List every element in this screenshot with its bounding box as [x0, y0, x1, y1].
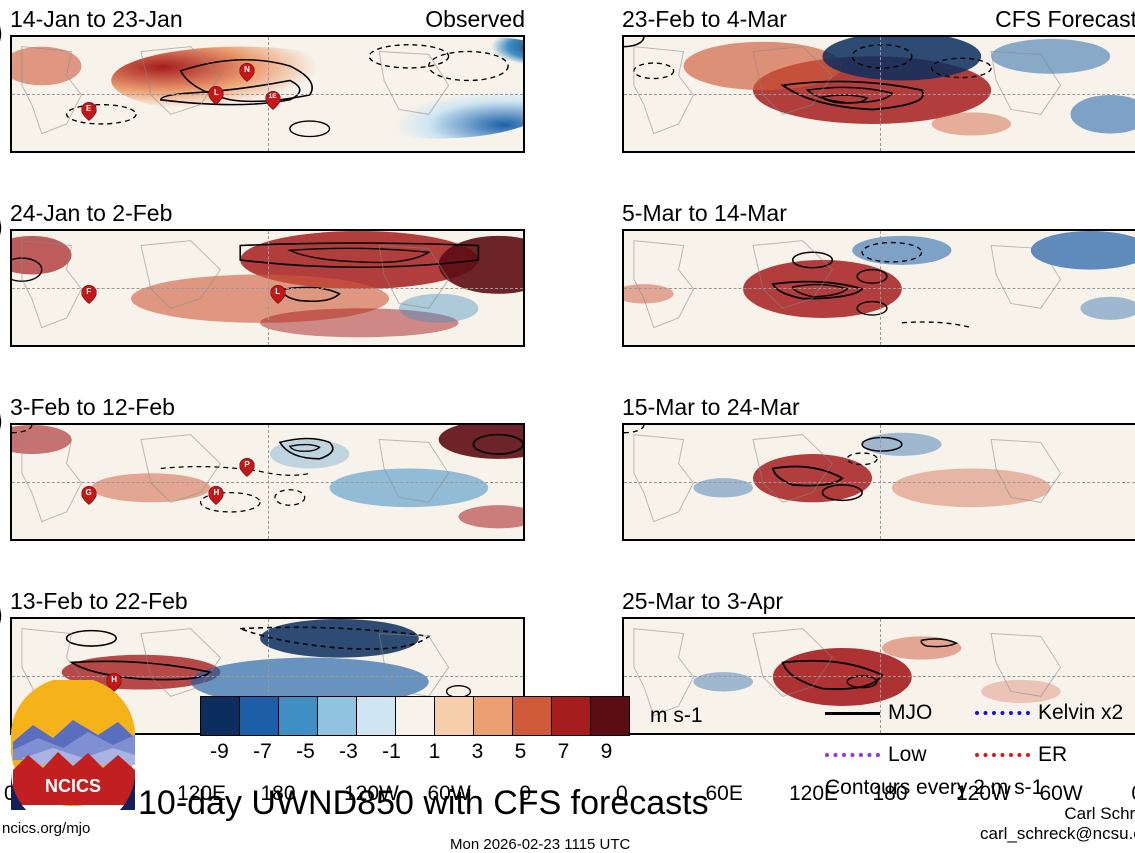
panel2-title: 24-Jan to 2-Feb: [10, 200, 172, 227]
panel-observed-2: 24-Jan to 2-Feb 30N 0 30S: [10, 200, 525, 347]
bottom-legend-area: NCICS ncics.org/mjo -9 -7 -5 -3 -1 1 3 5: [0, 686, 1135, 844]
map-panel-3feb-12feb[interactable]: P G H: [10, 423, 525, 541]
ncics-logo: NCICS: [8, 680, 138, 810]
storm-marker-P[interactable]: P: [240, 458, 255, 477]
panel-forecast-3: 15-Mar to 24-Mar: [622, 394, 1135, 541]
panel8-title: 25-Mar to 3-Apr: [622, 588, 783, 615]
colorbar-unit-label: m s-1: [650, 704, 703, 728]
panel4-title: 13-Feb to 22-Feb: [10, 588, 188, 615]
ncics-url-text[interactable]: ncics.org/mjo: [2, 820, 90, 837]
colorbar-ticklabels: -9 -7 -5 -3 -1 1 3 5 7 9: [200, 740, 630, 764]
panel-forecast-1: 23-Feb to 4-Mar CFS Forecast: [622, 6, 1135, 153]
map-panel-15mar-24mar[interactable]: [622, 423, 1135, 541]
legend-item-mjo[interactable]: MJO: [825, 701, 975, 725]
panel-observed-3: 3-Feb to 12-Feb 30N 0 30S: [10, 394, 525, 541]
storm-marker-1E[interactable]: 1E: [265, 91, 280, 110]
storm-marker-F[interactable]: F: [81, 285, 96, 304]
credit-block: Carl Schreck carl_schreck@ncsu.edu: [980, 804, 1135, 844]
storm-marker-G[interactable]: G: [81, 485, 96, 504]
panel1-corner-label: Observed: [425, 6, 525, 33]
panel7-title: 15-Mar to 24-Mar: [622, 394, 800, 421]
storm-marker-E[interactable]: E: [81, 102, 96, 121]
map-panel-24jan-2feb[interactable]: F L: [10, 229, 525, 347]
trace-legend: MJO Kelvin x2 Low ER: [825, 701, 1125, 785]
panel-observed-1: 14-Jan to 23-Jan Observed 30N 0 30S: [10, 6, 525, 153]
map-panel-23feb-4mar[interactable]: [622, 35, 1135, 153]
storm-marker-N[interactable]: N: [240, 63, 255, 82]
storm-marker-L2[interactable]: L: [270, 285, 285, 304]
svg-text:NCICS: NCICS: [45, 776, 101, 796]
map-panel-14jan-23jan[interactable]: N L 1E E: [10, 35, 525, 153]
panel5-title: 23-Feb to 4-Mar: [622, 6, 787, 33]
panel1-title: 14-Jan to 23-Jan: [10, 6, 183, 33]
storm-marker-H[interactable]: H: [209, 485, 224, 504]
panel5-corner-label: CFS Forecast: [995, 6, 1135, 33]
panel3-title: 3-Feb to 12-Feb: [10, 394, 175, 421]
timestamp-text: Mon 2026-02-23 1115 UTC: [450, 836, 630, 853]
panel6-title: 5-Mar to 14-Mar: [622, 200, 787, 227]
contour-interval-note: Contours every 2 m s-1: [825, 776, 1043, 800]
legend-item-low[interactable]: Low: [825, 743, 975, 767]
storm-marker-L[interactable]: L: [209, 86, 224, 105]
map-panel-5mar-14mar[interactable]: [622, 229, 1135, 347]
colorbar-wrap: -9 -7 -5 -3 -1 1 3 5 7 9: [200, 696, 630, 764]
legend-item-er[interactable]: ER: [975, 743, 1125, 767]
colorbar: [200, 696, 630, 736]
legend-item-kelvin[interactable]: Kelvin x2: [975, 701, 1125, 725]
chart-subtitle: 10-day UWND850 with CFS forecasts: [138, 784, 709, 823]
panel-forecast-2: 5-Mar to 14-Mar: [622, 200, 1135, 347]
